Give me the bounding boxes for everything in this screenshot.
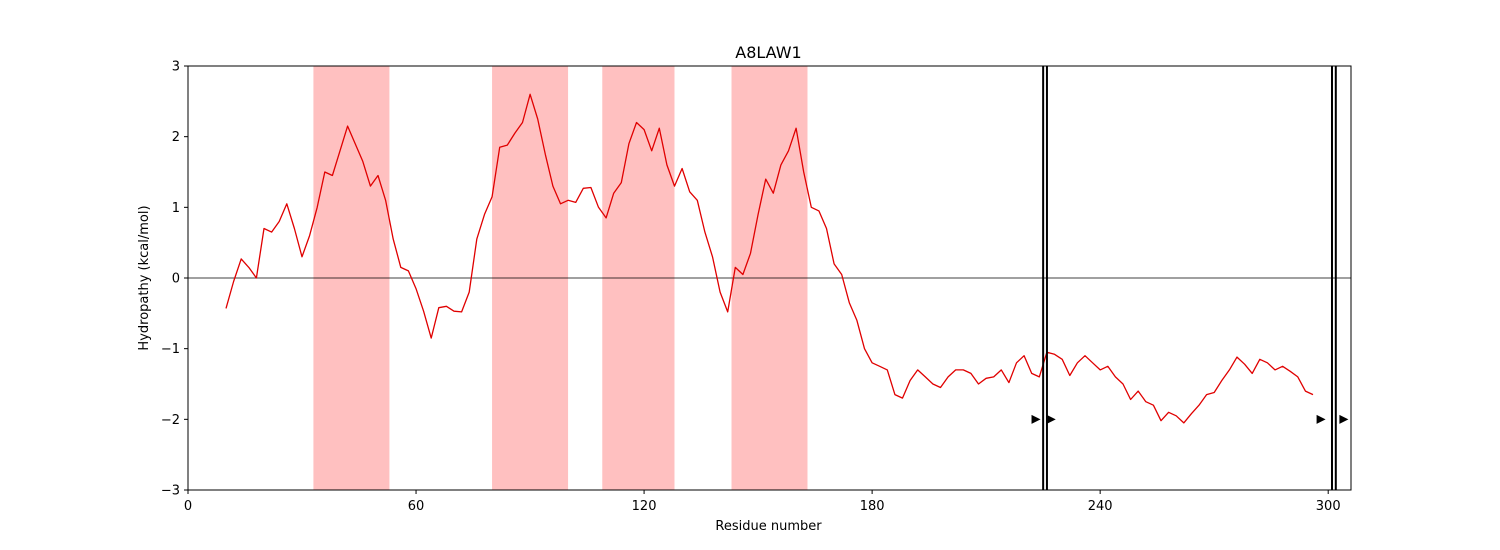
- y-tick-label: 0: [172, 272, 180, 287]
- y-tick-label: −1: [161, 342, 180, 357]
- triangle-marker-4: [1339, 415, 1348, 424]
- chart-title: A8LAW1: [735, 43, 801, 62]
- triangle-marker-1: [1032, 415, 1041, 424]
- y-tick-label: −2: [161, 413, 180, 428]
- x-axis-ticks: 0 60 120 180 240 300: [184, 490, 1341, 514]
- triangle-marker-3: [1317, 415, 1326, 424]
- y-axis-ticks: −3 −2 −1 0 1 2 3: [161, 60, 188, 499]
- x-axis-label: Residue number: [715, 519, 822, 534]
- y-axis-label: Hydropathy (kcal/mol): [137, 205, 152, 350]
- x-tick-label: 120: [632, 499, 657, 514]
- x-tick-label: 300: [1316, 499, 1341, 514]
- x-tick-label: 180: [860, 499, 885, 514]
- y-tick-label: 3: [172, 60, 180, 75]
- x-tick-label: 0: [184, 499, 192, 514]
- y-tick-label: 2: [172, 130, 180, 145]
- y-tick-label: −3: [161, 484, 180, 499]
- triangle-marker-2: [1047, 415, 1056, 424]
- x-tick-label: 60: [408, 499, 425, 514]
- x-tick-label: 240: [1088, 499, 1113, 514]
- y-tick-label: 1: [172, 201, 180, 216]
